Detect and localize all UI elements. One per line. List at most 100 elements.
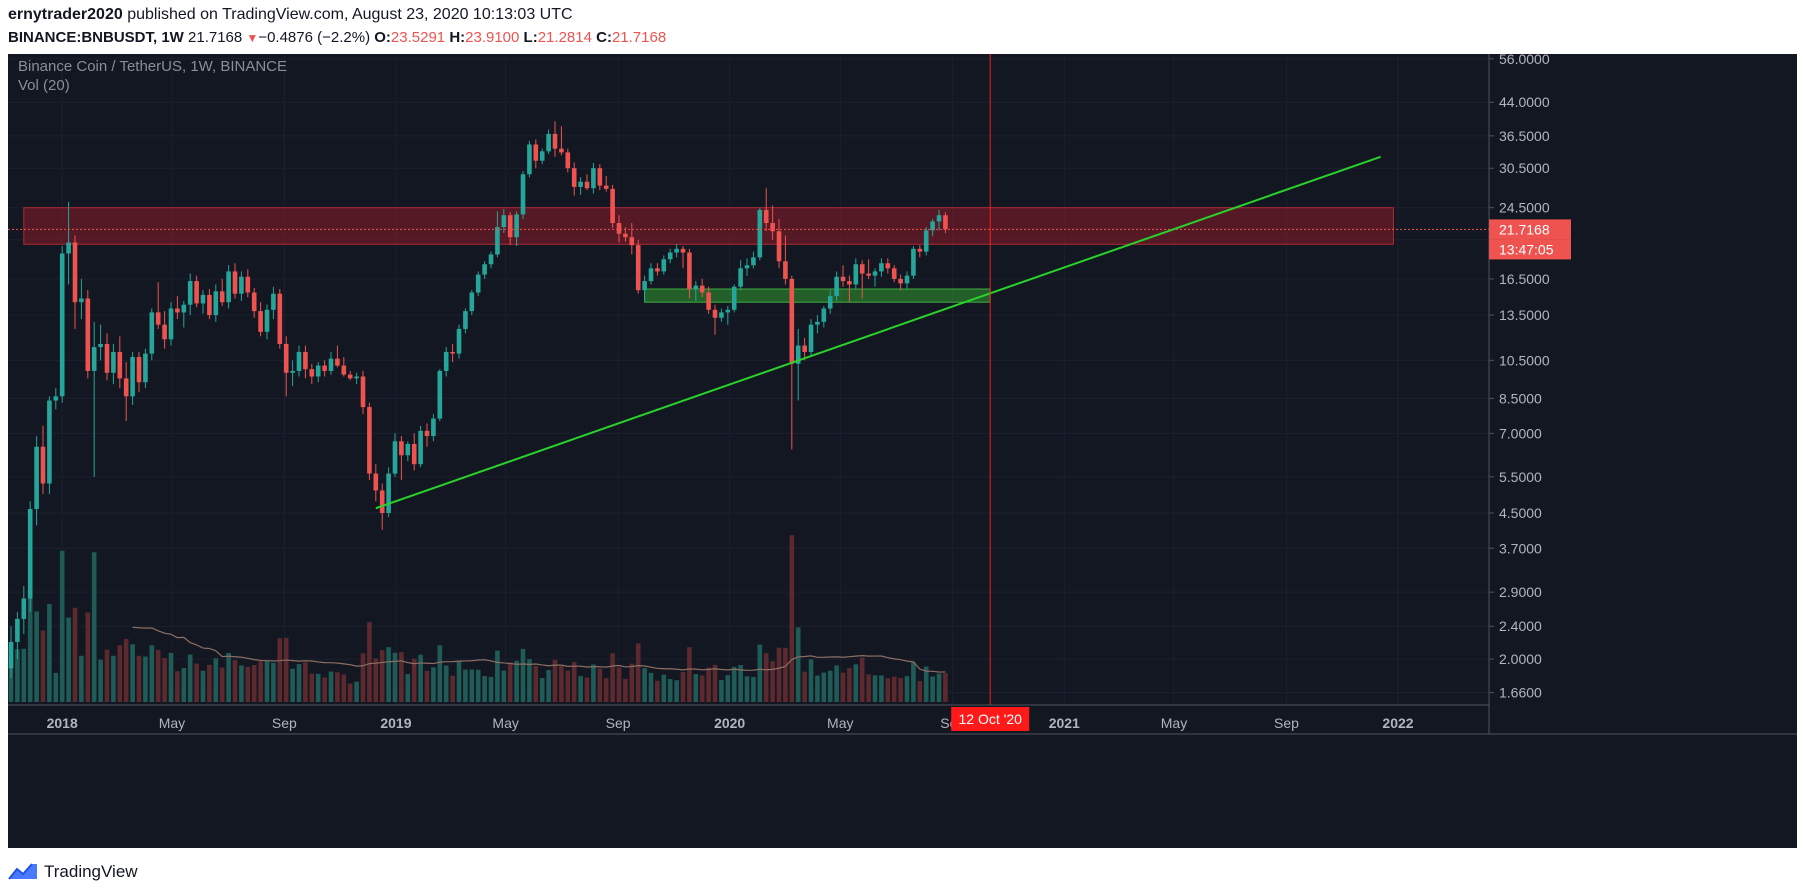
candle-up bbox=[495, 227, 500, 255]
volume-bar bbox=[898, 677, 903, 702]
volume-bar bbox=[149, 645, 155, 702]
candle-up bbox=[667, 252, 673, 260]
volume-bar bbox=[405, 674, 411, 702]
volume-bar bbox=[213, 658, 219, 702]
volume-bar bbox=[584, 677, 590, 702]
candle-down bbox=[219, 291, 225, 303]
volume-bar bbox=[162, 658, 167, 702]
candle-down bbox=[712, 309, 718, 318]
candle-up bbox=[187, 281, 193, 305]
volume-bar bbox=[802, 671, 807, 702]
volume-bar bbox=[187, 654, 193, 702]
volume-bar bbox=[699, 675, 705, 702]
candle-down bbox=[687, 252, 692, 290]
symbol-label[interactable]: BINANCE:BNBUSDT, 1W bbox=[8, 29, 184, 46]
countdown-label: 13:47:05 bbox=[1499, 241, 1554, 257]
ascending-trendline[interactable] bbox=[375, 155, 1381, 510]
author-name[interactable]: ernytrader2020 bbox=[8, 6, 123, 23]
volume-bar bbox=[603, 678, 609, 702]
candle-down bbox=[85, 298, 91, 371]
candle-down bbox=[341, 365, 347, 375]
open-label: O: bbox=[374, 29, 391, 46]
candle-down bbox=[399, 441, 404, 456]
chart-panel[interactable]: 56.000044.000036.500030.500024.500020.50… bbox=[8, 51, 1797, 848]
volume-bar bbox=[309, 673, 315, 702]
candle-down bbox=[347, 374, 353, 379]
candle-up bbox=[738, 268, 743, 287]
support-zone[interactable] bbox=[644, 288, 991, 303]
volume-bar bbox=[719, 679, 724, 702]
volume-bar bbox=[872, 675, 878, 702]
candle-down bbox=[207, 294, 212, 316]
low-label: L: bbox=[523, 29, 538, 46]
volume-bar bbox=[655, 680, 660, 702]
candle-up bbox=[21, 598, 27, 619]
candle-up bbox=[591, 168, 596, 189]
candle-down bbox=[616, 223, 622, 234]
chart-title: Binance Coin / TetherUS, 1W, BINANCE bbox=[18, 58, 287, 75]
volume-bar bbox=[66, 617, 71, 702]
chart-svg[interactable]: 56.000044.000036.500030.500024.500020.50… bbox=[8, 51, 1797, 848]
volume-bar bbox=[322, 677, 327, 702]
volume-bar bbox=[475, 669, 481, 702]
candle-up bbox=[418, 430, 423, 465]
x-tick-label: Sep bbox=[1274, 715, 1299, 731]
volume-bar bbox=[776, 647, 782, 702]
candle-up bbox=[661, 259, 667, 272]
candle-down bbox=[277, 293, 283, 344]
volume-bar bbox=[763, 653, 769, 702]
candle-down bbox=[789, 278, 795, 364]
volume-bar bbox=[904, 676, 910, 702]
volume-bar bbox=[290, 668, 295, 702]
y-tick-label: 36.5000 bbox=[1499, 128, 1550, 144]
candle-down bbox=[655, 268, 660, 272]
brand-name[interactable]: TradingView bbox=[44, 862, 138, 881]
candle-up bbox=[923, 230, 929, 252]
volume-bar bbox=[15, 649, 20, 702]
volume-bar bbox=[738, 665, 743, 702]
y-tick-label: 30.5000 bbox=[1499, 160, 1550, 176]
volume-bar bbox=[303, 662, 308, 702]
volume-bar bbox=[725, 675, 731, 702]
candle-up bbox=[53, 396, 59, 401]
candle-up bbox=[469, 292, 475, 312]
candle-down bbox=[322, 365, 327, 371]
x-tick-label: May bbox=[492, 715, 518, 731]
candle-up bbox=[111, 351, 116, 373]
volume-bar bbox=[130, 644, 135, 702]
volume-bar bbox=[610, 653, 615, 702]
volume-bar bbox=[744, 676, 750, 702]
y-tick-label: 10.5000 bbox=[1499, 352, 1550, 368]
volume-bar bbox=[808, 659, 814, 702]
candle-up bbox=[271, 293, 276, 310]
candle-up bbox=[827, 296, 833, 309]
volume-bar bbox=[354, 681, 359, 702]
candle-down bbox=[367, 407, 372, 474]
open-value: 23.5291 bbox=[390, 29, 446, 46]
candle-down bbox=[379, 490, 385, 513]
volume-bar bbox=[47, 603, 52, 702]
volume-bar bbox=[418, 654, 423, 702]
volume-indicator-label: Vol (20) bbox=[18, 77, 70, 94]
volume-bar bbox=[386, 647, 391, 702]
volume-bar bbox=[136, 655, 142, 702]
y-tick-label: 1.6600 bbox=[1499, 685, 1542, 701]
candle-up bbox=[392, 441, 398, 474]
candle-up bbox=[539, 151, 545, 161]
candle-up bbox=[731, 286, 737, 310]
candle-up bbox=[27, 509, 33, 599]
volume-bar bbox=[552, 659, 558, 702]
volume-bar bbox=[879, 675, 884, 702]
candle-up bbox=[34, 446, 39, 510]
candle-down bbox=[763, 209, 769, 224]
candle-up bbox=[213, 291, 219, 316]
volume-bar bbox=[661, 674, 667, 702]
candle-up bbox=[8, 641, 14, 669]
x-tick-label: May bbox=[1161, 715, 1187, 731]
candle-down bbox=[859, 264, 865, 274]
zone-layer bbox=[23, 207, 1394, 303]
resistance-zone[interactable] bbox=[23, 207, 1394, 245]
candle-down bbox=[533, 144, 539, 161]
tradingview-logo-icon[interactable] bbox=[8, 861, 38, 883]
candle-down bbox=[629, 237, 635, 246]
